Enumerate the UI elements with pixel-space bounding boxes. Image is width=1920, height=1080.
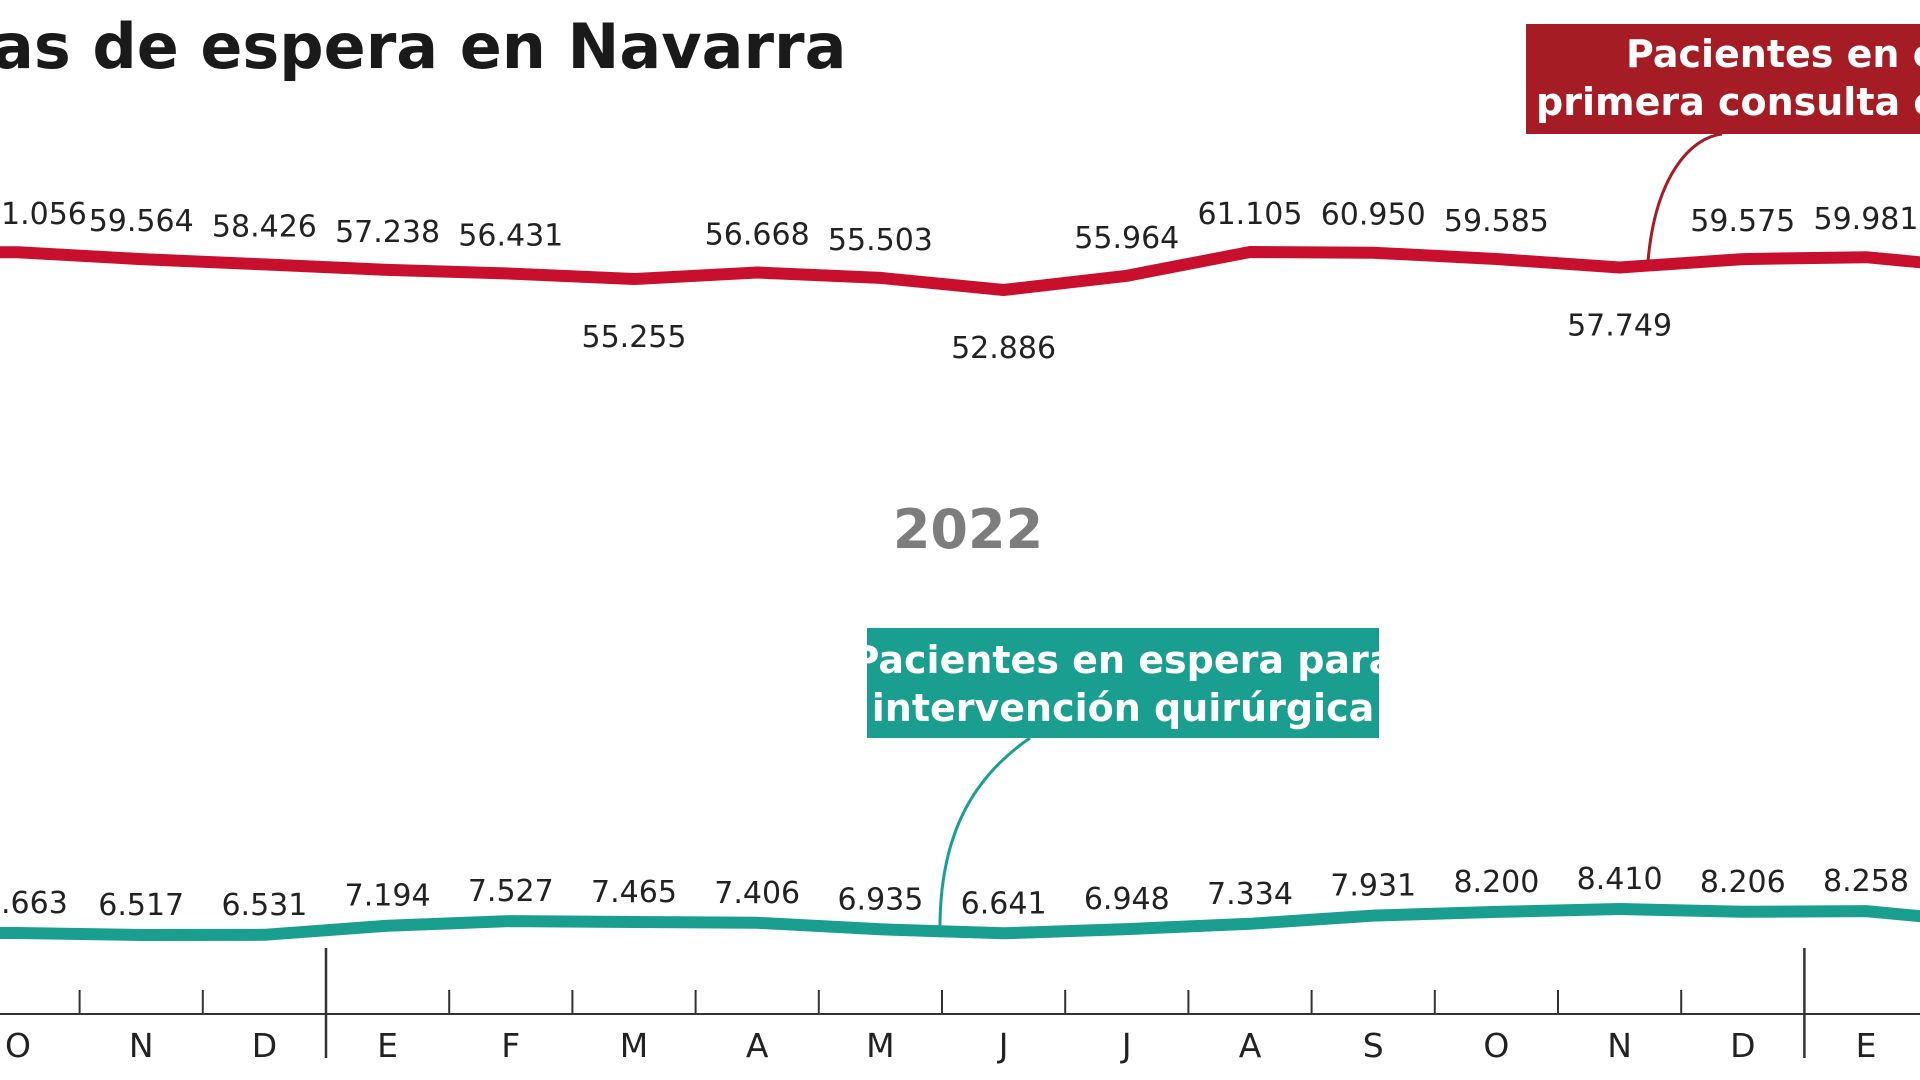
callout-secondary-line-2: intervención quirúrgica	[872, 686, 1375, 730]
data-label: 7.406	[714, 876, 800, 911]
data-label: 55.255	[582, 320, 687, 355]
data-label: 61.105	[1198, 197, 1303, 232]
data-label: 58.426	[212, 209, 317, 244]
x-tick-label: N	[1607, 1026, 1632, 1065]
data-label: 57.238	[335, 215, 440, 250]
x-tick-label: M	[866, 1026, 894, 1065]
x-tick-label: J	[997, 1026, 1009, 1065]
data-label: 56.431	[458, 219, 563, 254]
x-tick-label: A	[746, 1026, 769, 1065]
data-label: 55.964	[1074, 221, 1179, 256]
callout-primary-line-2: primera consulta es	[1536, 80, 1920, 124]
x-tick-label: S	[1363, 1026, 1384, 1065]
data-label: .663	[1, 886, 68, 921]
data-label: 6.517	[98, 888, 184, 923]
data-label: 8.206	[1700, 865, 1786, 900]
callout-primary-line-1: Pacientes en es	[1626, 32, 1920, 76]
x-tick-label: M	[620, 1026, 648, 1065]
data-label: 8.258	[1823, 864, 1909, 899]
callout-primary-leader	[1646, 132, 1723, 262]
x-tick-label: O	[1483, 1026, 1509, 1065]
data-label: 7.527	[468, 874, 554, 909]
data-label: 57.749	[1567, 309, 1672, 344]
series-line-2	[0, 903, 1920, 941]
x-tick-label: E	[377, 1026, 398, 1065]
x-tick-label: N	[129, 1026, 154, 1065]
data-labels: 1.056 59.564 58.426 57.238 56.431 55.255 56.66…	[1, 197, 1918, 923]
callout-primary-box	[1526, 24, 1920, 134]
x-tick-label: D	[1730, 1026, 1755, 1065]
data-label: 55.503	[828, 223, 933, 258]
callout-secondary-leader	[938, 736, 1031, 938]
data-label: 59.575	[1690, 204, 1795, 239]
data-label: 52.886	[951, 331, 1056, 366]
data-label: 59.585	[1444, 204, 1549, 239]
data-label: 7.194	[345, 879, 431, 914]
x-tick-label: A	[1239, 1026, 1262, 1065]
data-label: 60.950	[1321, 198, 1426, 233]
data-label: 1.056	[1, 197, 87, 232]
data-label: 7.465	[591, 875, 677, 910]
data-label: 7.931	[1330, 869, 1416, 904]
x-tick-label: D	[252, 1026, 277, 1065]
callout-secondary-box	[867, 628, 1379, 738]
data-label: 59.564	[89, 204, 194, 239]
data-label: 8.200	[1453, 865, 1539, 900]
data-label: 56.668	[705, 218, 810, 253]
x-tick-label: O	[5, 1026, 31, 1065]
callout-secondary: Pacientes en espera para intervención qu…	[852, 628, 1395, 938]
data-label: 6.935	[837, 882, 923, 917]
data-label: 6.948	[1084, 882, 1170, 917]
data-label: 6.641	[961, 886, 1047, 921]
series-line-1	[0, 246, 1920, 296]
x-tick-label: F	[501, 1026, 520, 1065]
data-label: 8.410	[1577, 862, 1663, 897]
x-tick-label: J	[1120, 1026, 1132, 1065]
chart-title: as de espera en Navarra	[0, 10, 846, 83]
data-label: 6.531	[221, 888, 307, 923]
data-label: 59.981	[1814, 202, 1919, 237]
series-lines	[0, 246, 1920, 941]
callout-secondary-line-1: Pacientes en espera para	[852, 638, 1395, 682]
x-tick-label: E	[1856, 1026, 1877, 1065]
data-label: 7.334	[1207, 877, 1293, 912]
callout-primary: Pacientes en es primera consulta es	[1526, 24, 1920, 262]
year-label: 2022	[893, 498, 1043, 561]
